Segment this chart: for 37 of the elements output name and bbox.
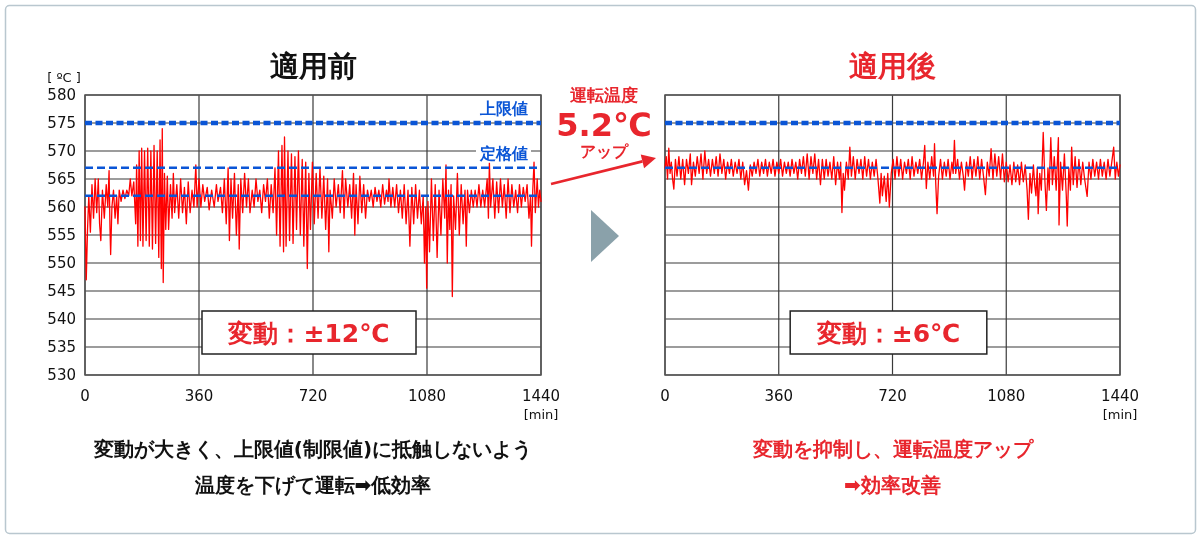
ref-line-label: 定格値 — [479, 143, 528, 163]
y-tick-label: 540 — [47, 310, 76, 328]
y-axis-title: [ ºC ] — [47, 69, 81, 85]
text: 変動が大きく、上限値(制限値)に抵触しないよう — [92, 437, 533, 461]
x-tick-label: 1080 — [407, 387, 447, 405]
x-tick-label: 360 — [764, 387, 794, 405]
x-tick-label: 720 — [298, 387, 328, 405]
chart-title: 適用後 — [849, 49, 936, 83]
x-axis-title: [min] — [1102, 406, 1138, 422]
annotation: 変動：±6℃ — [815, 319, 961, 348]
ref-line-label: 上限値 — [479, 99, 528, 118]
annotation: 変動：±12℃ — [227, 319, 390, 348]
x-tick-label: 1440 — [1100, 387, 1140, 405]
y-tick-label: 565 — [47, 170, 76, 188]
y-tick-label: 535 — [47, 338, 76, 356]
x-tick-label: 360 — [184, 387, 214, 405]
y-tick-label: 550 — [47, 254, 76, 272]
x-axis-title: [min] — [523, 406, 559, 422]
text: 5.2℃ — [556, 106, 652, 144]
text: 温度を下げて運転➡低効率 — [193, 473, 432, 497]
x-tick-label: 1440 — [521, 387, 561, 405]
text: ➡効率改善 — [844, 473, 941, 497]
text: 変動を抑制し、運転温度アップ — [751, 437, 1034, 461]
text: 運転温度 — [569, 85, 638, 105]
y-tick-label: 580 — [47, 86, 76, 104]
y-tick-label: 530 — [47, 366, 76, 384]
x-tick-label: 0 — [80, 387, 90, 405]
x-tick-label: 1080 — [987, 387, 1026, 405]
y-tick-label: 555 — [47, 226, 76, 244]
x-tick-label: 0 — [660, 387, 670, 405]
text: アップ — [580, 142, 629, 161]
chart-title: 適用前 — [269, 49, 357, 83]
y-tick-label: 575 — [47, 114, 76, 132]
x-tick-label: 720 — [878, 387, 907, 405]
y-tick-label: 570 — [47, 142, 76, 160]
y-tick-label: 560 — [47, 198, 76, 216]
y-tick-label: 545 — [47, 282, 76, 300]
